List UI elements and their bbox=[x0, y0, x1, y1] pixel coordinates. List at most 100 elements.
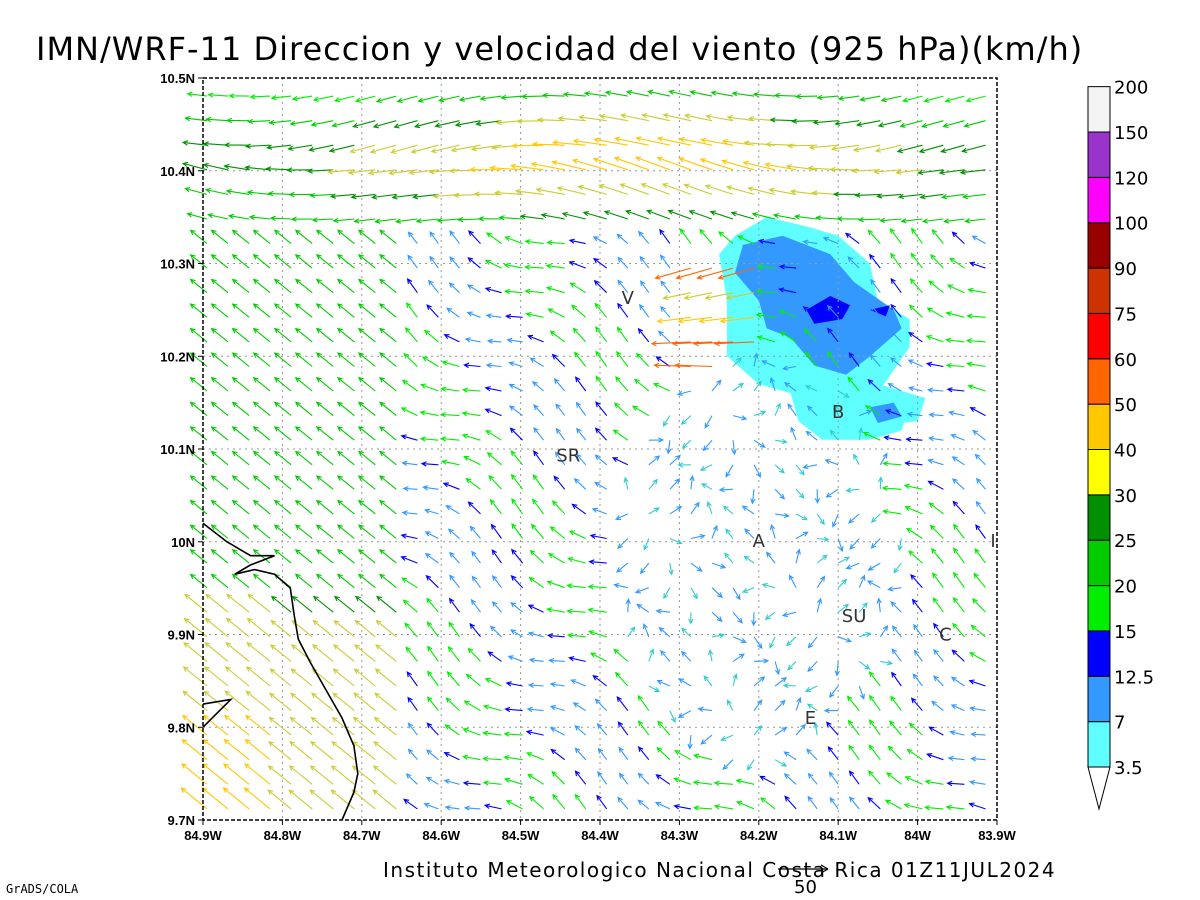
wind-vector bbox=[231, 426, 250, 441]
wind-vector bbox=[927, 435, 944, 442]
wind-vector bbox=[331, 716, 355, 736]
wind-vector bbox=[548, 657, 565, 664]
wind-vector bbox=[444, 805, 460, 811]
wind-vector bbox=[645, 209, 671, 220]
wind-vector bbox=[696, 267, 734, 280]
wind-vector bbox=[531, 141, 565, 147]
wind-vector bbox=[336, 426, 355, 441]
wind-vector bbox=[806, 703, 818, 712]
wind-vector bbox=[848, 513, 860, 524]
wind-vector bbox=[210, 499, 229, 515]
wind-vector bbox=[867, 770, 881, 785]
wind-vector bbox=[510, 601, 523, 613]
wind-vector bbox=[546, 239, 565, 246]
wind-vector bbox=[569, 282, 586, 294]
wind-vector bbox=[420, 383, 439, 392]
wind-vector bbox=[210, 278, 229, 294]
wind-vector bbox=[509, 427, 523, 441]
wind-vector bbox=[975, 524, 986, 539]
wind-vector bbox=[315, 229, 334, 245]
wind-vector bbox=[931, 700, 944, 712]
wind-vector bbox=[252, 475, 271, 490]
wind-vector bbox=[473, 191, 502, 197]
wind-vector bbox=[485, 313, 502, 319]
wind-vector bbox=[834, 661, 840, 677]
wind-vector bbox=[592, 257, 608, 269]
wind-vector bbox=[374, 218, 397, 224]
wind-vector bbox=[471, 575, 481, 589]
wind-vector bbox=[420, 461, 439, 467]
wind-vector bbox=[680, 650, 692, 662]
wind-vector bbox=[876, 193, 902, 199]
wind-speed-shading bbox=[719, 217, 926, 440]
wind-vector bbox=[224, 666, 250, 687]
wind-vector bbox=[774, 402, 781, 416]
wind-vector bbox=[837, 390, 850, 398]
wind-vector bbox=[484, 260, 502, 269]
city-label: V bbox=[622, 288, 635, 309]
wind-vector bbox=[671, 340, 713, 347]
wind-vector bbox=[789, 574, 797, 588]
wind-vector bbox=[424, 531, 439, 539]
wind-vector bbox=[897, 193, 923, 200]
wind-vector bbox=[469, 622, 481, 638]
wind-vector bbox=[782, 682, 797, 689]
wind-vector bbox=[594, 481, 607, 490]
wind-vector bbox=[778, 264, 797, 270]
city-labels: V SR B A SU C E I bbox=[556, 288, 995, 729]
wind-vector bbox=[970, 624, 986, 638]
wind-vector bbox=[445, 505, 460, 515]
wind-vector bbox=[273, 499, 292, 515]
wind-vector bbox=[753, 380, 762, 392]
wind-vector bbox=[294, 499, 313, 515]
wind-vector bbox=[485, 430, 502, 441]
colorbar-label: 150 bbox=[1114, 123, 1148, 144]
wind-vector bbox=[379, 253, 397, 269]
wind-vector bbox=[551, 353, 566, 367]
wind-vector bbox=[920, 120, 944, 128]
wind-vector bbox=[774, 464, 785, 474]
wind-vector bbox=[401, 460, 418, 466]
wind-vector bbox=[400, 407, 418, 417]
wind-vector bbox=[294, 524, 313, 539]
wind-vector bbox=[614, 513, 629, 520]
wind-vector bbox=[660, 305, 671, 318]
y-tick-label: 10N bbox=[171, 535, 195, 550]
wind-vector bbox=[730, 211, 755, 220]
wind-vector bbox=[336, 278, 355, 294]
wind-vector bbox=[210, 549, 229, 564]
wind-vector bbox=[503, 288, 523, 295]
wind-vector bbox=[486, 451, 502, 466]
wind-vector bbox=[463, 700, 481, 712]
wind-vector bbox=[732, 382, 745, 392]
wind-vector bbox=[423, 802, 439, 810]
wind-vector bbox=[226, 117, 250, 124]
wind-vector bbox=[868, 744, 881, 761]
wind-vector bbox=[870, 538, 881, 549]
wind-vector bbox=[401, 379, 418, 392]
wind-vector bbox=[402, 486, 418, 492]
wind-vector bbox=[477, 216, 502, 222]
wind-vector bbox=[244, 165, 271, 171]
wind-vector bbox=[805, 430, 818, 441]
wind-vector bbox=[615, 376, 629, 392]
wind-vector bbox=[352, 120, 376, 129]
wind-vector bbox=[659, 254, 671, 269]
wind-vector bbox=[973, 572, 986, 589]
wind-vector bbox=[210, 303, 229, 318]
wind-vector bbox=[826, 282, 839, 294]
y-axis: 10.5N 10.4N 10.3N 10.2N 10.1N 10N 9.9N 9.8N 9.7N bbox=[160, 71, 203, 828]
wind-vector bbox=[210, 352, 229, 367]
wind-vector bbox=[357, 426, 376, 441]
wind-vector bbox=[357, 327, 376, 343]
wind-vector bbox=[353, 218, 376, 224]
x-tick-label: 84.9W bbox=[184, 828, 222, 843]
wind-vector bbox=[546, 633, 565, 639]
wind-vector bbox=[329, 193, 355, 199]
wind-vector bbox=[231, 549, 250, 564]
wind-vector bbox=[551, 770, 566, 785]
wind-vector bbox=[886, 772, 902, 785]
wind-vector bbox=[795, 488, 805, 499]
wind-vector bbox=[336, 352, 355, 367]
wind-vector bbox=[553, 475, 566, 490]
